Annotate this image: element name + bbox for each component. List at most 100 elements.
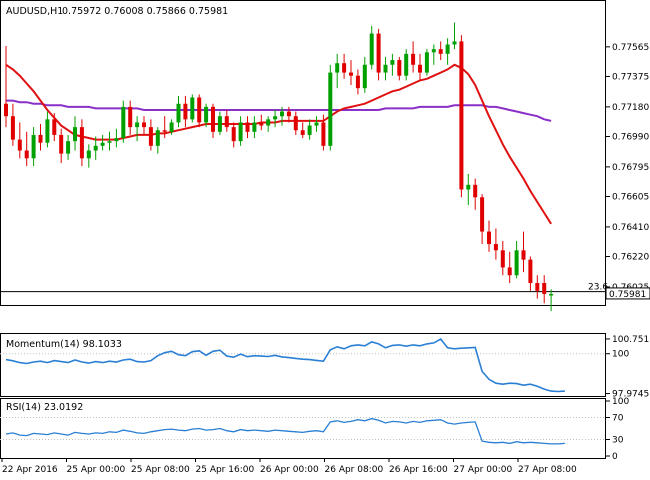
candle-body bbox=[211, 106, 215, 132]
rsi-panel: RSI(14) 23.0192 100 70 30 0 bbox=[0, 397, 629, 462]
momentum-panel-frame bbox=[0, 333, 606, 397]
rsi-tick-label: 30 bbox=[612, 436, 624, 446]
momentum-title: Momentum(14) 98.1033 bbox=[6, 339, 122, 350]
candle-body bbox=[121, 106, 126, 139]
candle-body bbox=[79, 127, 84, 159]
candle-body bbox=[252, 122, 257, 132]
price-tick-label: 0.77375 bbox=[612, 72, 649, 82]
candle-body bbox=[273, 116, 278, 120]
rsi-panel-frame bbox=[0, 398, 606, 459]
time-tick-label: 27 Apr 08:00 bbox=[518, 465, 577, 475]
price-tick-label: 0.76220 bbox=[612, 253, 649, 263]
candle-body bbox=[521, 250, 526, 260]
candle-body bbox=[342, 63, 347, 73]
momentum-axis: 100.751 100 97.9745 bbox=[0, 335, 649, 400]
candle-body bbox=[383, 64, 388, 73]
candle-body bbox=[397, 60, 402, 76]
candle-body bbox=[542, 283, 547, 294]
candles bbox=[4, 22, 554, 312]
candle-body bbox=[4, 103, 8, 117]
candle-body bbox=[59, 134, 64, 154]
candle-body bbox=[183, 103, 188, 120]
momentum-line bbox=[5, 337, 565, 393]
candle-body bbox=[314, 122, 319, 126]
time-tick-label: 25 Apr 00:00 bbox=[67, 465, 126, 475]
candle-body bbox=[424, 52, 429, 73]
candle-body bbox=[52, 119, 57, 135]
candle-body bbox=[245, 122, 250, 132]
candle-body bbox=[480, 197, 485, 232]
price-tick-label: 0.76990 bbox=[612, 132, 649, 142]
candle-body bbox=[286, 111, 291, 117]
candle-body bbox=[549, 293, 554, 296]
candle-body bbox=[445, 44, 450, 54]
candle-body bbox=[17, 139, 22, 151]
rsi-title: RSI(14) 23.0192 bbox=[6, 402, 83, 413]
candle-body bbox=[266, 119, 271, 126]
candle-body bbox=[355, 75, 360, 89]
candle-body bbox=[362, 64, 367, 89]
candle-body bbox=[507, 267, 512, 276]
candle-body bbox=[114, 138, 119, 142]
candle-body bbox=[162, 130, 167, 132]
candle-body bbox=[224, 116, 229, 128]
candle-body bbox=[169, 122, 174, 132]
time-tick-label: 25 Apr 08:00 bbox=[131, 465, 190, 475]
candle-body bbox=[100, 142, 105, 146]
candle-body bbox=[438, 49, 443, 54]
candle-body bbox=[418, 64, 422, 73]
candle-body bbox=[369, 33, 374, 65]
candle-body bbox=[376, 33, 381, 73]
price-tick-label: 0.76795 bbox=[612, 163, 649, 173]
candle-body bbox=[390, 60, 395, 65]
rsi-line bbox=[5, 417, 565, 445]
time-tick-label: 26 Apr 08:00 bbox=[325, 465, 384, 475]
candle-body bbox=[487, 231, 491, 245]
candle-body bbox=[31, 134, 36, 159]
momentum-tick-label: 100.751 bbox=[612, 335, 649, 345]
time-axis: 22 Apr 2016 25 Apr 00:00 25 Apr 08:00 25 Ap… bbox=[1, 458, 577, 475]
candle-body bbox=[459, 41, 464, 190]
candle-body bbox=[335, 63, 340, 73]
candle-body bbox=[155, 130, 160, 146]
momentum-tick-label: 97.9745 bbox=[612, 390, 649, 400]
candle-body bbox=[349, 72, 353, 76]
candle-body bbox=[231, 127, 236, 142]
time-tick-label: 26 Apr 16:00 bbox=[389, 465, 448, 475]
price-axis: 0.77565 0.77375 0.77180 0.76990 0.76795 0.766… bbox=[606, 43, 649, 293]
candle-body bbox=[411, 53, 416, 65]
candle-body bbox=[473, 184, 478, 198]
momentum-panel: Momentum(14) 98.1033 100.751 100 97.9745 bbox=[0, 333, 649, 400]
ohlc-readout: 0.75972 0.76008 0.75866 0.75981 bbox=[62, 6, 228, 17]
rsi-tick-label: 70 bbox=[612, 414, 624, 424]
candle-body bbox=[38, 134, 43, 143]
rsi-tick-label: 0 bbox=[612, 452, 618, 462]
time-tick-label: 26 Apr 00:00 bbox=[260, 465, 319, 475]
time-tick-label: 22 Apr 2016 bbox=[2, 465, 58, 475]
candle-body bbox=[73, 127, 77, 142]
candle-body bbox=[66, 141, 71, 154]
price-tick-label: 0.77565 bbox=[612, 43, 649, 53]
candle-body bbox=[45, 119, 50, 143]
candle-body bbox=[280, 111, 284, 117]
candle-body bbox=[307, 125, 312, 135]
symbol-title: AUDUSD,H1 bbox=[6, 6, 63, 17]
candle-body bbox=[466, 184, 471, 190]
candle-body bbox=[197, 97, 202, 123]
candle-body bbox=[217, 116, 222, 132]
candle-body bbox=[321, 122, 326, 146]
candle-body bbox=[300, 130, 305, 135]
candle-body bbox=[86, 150, 91, 159]
sma-slow-line bbox=[6, 99, 552, 122]
sma-fast-line bbox=[5, 63, 552, 225]
candle-body bbox=[107, 141, 112, 143]
price-tick-label: 0.76410 bbox=[612, 223, 649, 233]
candle-body bbox=[135, 122, 140, 128]
candle-body bbox=[176, 103, 181, 123]
current-price-tag bbox=[605, 287, 650, 300]
candle-body bbox=[10, 116, 15, 140]
candle-body bbox=[431, 49, 436, 53]
candle-body bbox=[238, 122, 243, 142]
current-price-label: 0.75981 bbox=[609, 290, 646, 300]
